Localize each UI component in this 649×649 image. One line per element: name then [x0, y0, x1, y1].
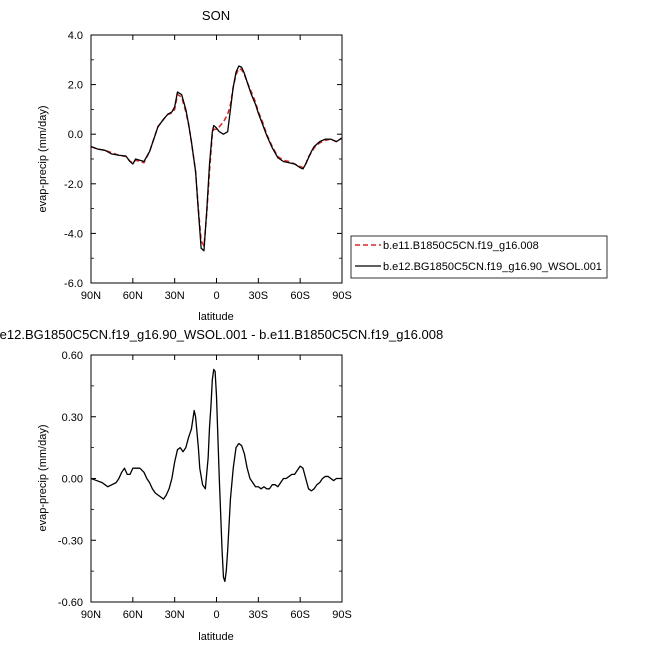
top-x-tick-label: 60S — [290, 290, 310, 302]
top-series-line-0 — [90, 67, 343, 247]
bottom-x-tick-label: 30N — [165, 609, 185, 621]
bottom-y-axis-label: evap-precip (mm/day) — [37, 425, 49, 532]
bottom-plot-title: b.e12.BG1850C5CN.f19_g16.90_WSOL.001 - b… — [0, 327, 443, 342]
top-x-tick-label: 0 — [213, 290, 219, 302]
top-plot: SON 90N 60N 30N 0 30S 60S 90S 4.0 2.0 0.0 -2.0 -4.0… — [37, 8, 352, 323]
top-y-tick-label: 0.0 — [68, 129, 83, 141]
top-y-axis-label: evap-precip (mm/day) — [37, 106, 49, 213]
bottom-x-tick-label: 90N — [81, 609, 101, 621]
top-y-tick-label: 4.0 — [68, 30, 83, 42]
top-x-tick-label: 90N — [81, 290, 101, 302]
bottom-y-tick-label: -0.60 — [58, 597, 83, 609]
top-series-layer — [90, 65, 343, 252]
bottom-series-line-0 — [90, 368, 342, 583]
top-ticks-layer: 90N 60N 30N 0 30S 60S 90S 4.0 2.0 0.0 -2.0 -4.0 -6.0 — [64, 30, 352, 302]
top-series-line-1 — [90, 65, 343, 252]
bottom-series-layer — [90, 368, 342, 583]
legend-entry-experiment: b.e12.BG1850C5CN.f19_g16.90_WSOL.001 — [383, 261, 602, 273]
bottom-y-tick-label: 0.30 — [62, 412, 83, 424]
bottom-x-tick-label: 0 — [213, 609, 219, 621]
top-x-tick-label: 30N — [165, 290, 185, 302]
legend-box — [350, 235, 608, 279]
bottom-x-axis-label: latitude — [198, 631, 233, 643]
bottom-y-tick-label: 0.00 — [62, 474, 83, 486]
top-x-tick-label: 90S — [332, 290, 352, 302]
top-y-tick-label: -2.0 — [64, 179, 83, 191]
bottom-x-tick-label: 90S — [332, 609, 352, 621]
bottom-x-tick-label: 60S — [290, 609, 310, 621]
top-x-tick-label: 30S — [249, 290, 269, 302]
bottom-ticks-layer: 90N 60N 30N 0 30S 60S 90S 0.60 0.30 0.00 -0.30 -0.6… — [58, 350, 352, 621]
legend: b.e11.B1850C5CN.f19_g16.008 b.e12.BG1850… — [350, 235, 608, 279]
bottom-plot: b.e12.BG1850C5CN.f19_g16.90_WSOL.001 - b… — [0, 327, 443, 643]
legend-entry-control: b.e11.B1850C5CN.f19_g16.008 — [383, 240, 539, 252]
top-y-tick-label: 2.0 — [68, 80, 83, 92]
bottom-y-tick-label: 0.60 — [62, 350, 83, 362]
bottom-y-tick-label: -0.30 — [58, 535, 83, 547]
top-x-axis-label: latitude — [198, 311, 233, 323]
bottom-x-tick-label: 30S — [249, 609, 269, 621]
bottom-x-tick-label: 60N — [123, 609, 143, 621]
top-plot-title: SON — [202, 8, 230, 23]
top-y-tick-label: -6.0 — [64, 278, 83, 290]
top-y-tick-label: -4.0 — [64, 228, 83, 240]
top-x-tick-label: 60N — [123, 290, 143, 302]
